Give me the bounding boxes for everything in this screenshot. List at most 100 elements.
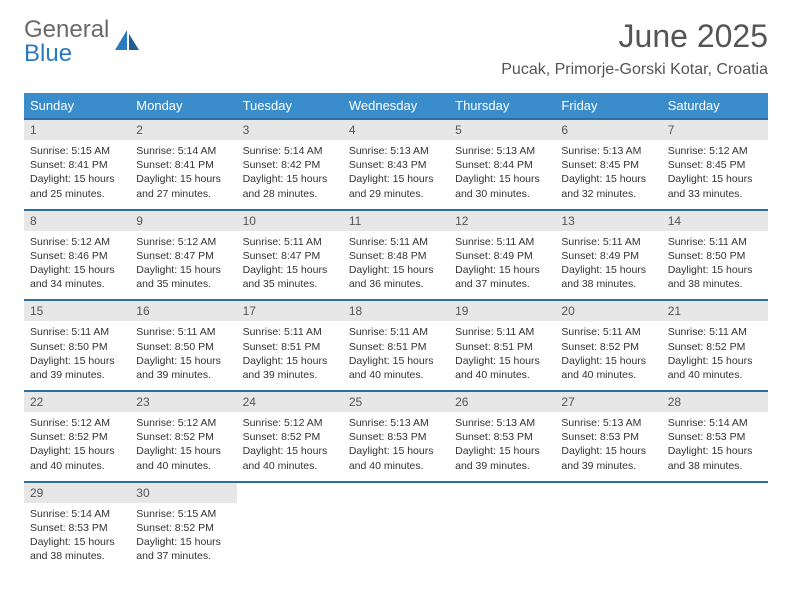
sunrise-line: Sunrise: 5:11 AM xyxy=(349,325,443,339)
col-monday: Monday xyxy=(130,93,236,119)
calendar-day-cell xyxy=(343,482,449,572)
calendar-week-row: 15Sunrise: 5:11 AMSunset: 8:50 PMDayligh… xyxy=(24,300,768,391)
daylight-line: Daylight: 15 hours and 30 minutes. xyxy=(455,172,549,200)
day-body: Sunrise: 5:12 AMSunset: 8:52 PMDaylight:… xyxy=(24,412,130,481)
sunset-line: Sunset: 8:45 PM xyxy=(561,158,655,172)
calendar-day-cell: 26 Sunrise: 5:13 AMSunset: 8:53 PMDayligh… xyxy=(449,391,555,482)
sunset-line: Sunset: 8:52 PM xyxy=(561,340,655,354)
col-wednesday: Wednesday xyxy=(343,93,449,119)
day-number: 1 xyxy=(24,120,130,140)
calendar: Sunday Monday Tuesday Wednesday Thursday… xyxy=(0,93,792,571)
day-body: Sunrise: 5:14 AMSunset: 8:53 PMDaylight:… xyxy=(662,412,768,481)
sunrise-line: Sunrise: 5:11 AM xyxy=(455,235,549,249)
calendar-day-cell xyxy=(449,482,555,572)
day-number: 11 xyxy=(343,211,449,231)
logo-text: General Blue xyxy=(24,18,109,66)
sunset-line: Sunset: 8:52 PM xyxy=(136,521,230,535)
day-number: 12 xyxy=(449,211,555,231)
calendar-week-row: 1Sunrise: 5:15 AMSunset: 8:41 PMDaylight… xyxy=(24,119,768,210)
day-body: Sunrise: 5:11 AMSunset: 8:50 PMDaylight:… xyxy=(24,321,130,390)
day-body: Sunrise: 5:11 AMSunset: 8:50 PMDaylight:… xyxy=(662,231,768,300)
day-body: Sunrise: 5:13 AMSunset: 8:44 PMDaylight:… xyxy=(449,140,555,209)
calendar-day-cell: 14Sunrise: 5:11 AMSunset: 8:50 PMDayligh… xyxy=(662,210,768,301)
day-number: 30 xyxy=(130,483,236,503)
calendar-day-cell: 23Sunrise: 5:12 AMSunset: 8:52 PMDayligh… xyxy=(130,391,236,482)
calendar-day-cell: 2Sunrise: 5:14 AMSunset: 8:41 PMDaylight… xyxy=(130,119,236,210)
day-number: 25 xyxy=(343,392,449,412)
daylight-line: Daylight: 15 hours and 34 minutes. xyxy=(30,263,124,291)
sunrise-line: Sunrise: 5:13 AM xyxy=(455,416,549,430)
sunset-line: Sunset: 8:53 PM xyxy=(30,521,124,535)
calendar-day-cell: 18Sunrise: 5:11 AMSunset: 8:51 PMDayligh… xyxy=(343,300,449,391)
daylight-line: Daylight: 15 hours and 33 minutes. xyxy=(668,172,762,200)
sunrise-line: Sunrise: 5:14 AM xyxy=(136,144,230,158)
sunrise-line: Sunrise: 5:13 AM xyxy=(349,144,443,158)
sunset-line: Sunset: 8:51 PM xyxy=(455,340,549,354)
day-number: 5 xyxy=(449,120,555,140)
sunrise-line: Sunrise: 5:13 AM xyxy=(561,144,655,158)
sunset-line: Sunset: 8:52 PM xyxy=(668,340,762,354)
calendar-day-cell: 17Sunrise: 5:11 AMSunset: 8:51 PMDayligh… xyxy=(237,300,343,391)
calendar-day-cell: 3Sunrise: 5:14 AMSunset: 8:42 PMDaylight… xyxy=(237,119,343,210)
day-body: Sunrise: 5:11 AMSunset: 8:49 PMDaylight:… xyxy=(449,231,555,300)
calendar-day-cell: 4Sunrise: 5:13 AMSunset: 8:43 PMDaylight… xyxy=(343,119,449,210)
daylight-line: Daylight: 15 hours and 36 minutes. xyxy=(349,263,443,291)
daylight-line: Daylight: 15 hours and 35 minutes. xyxy=(243,263,337,291)
daylight-line: Daylight: 15 hours and 40 minutes. xyxy=(349,354,443,382)
calendar-day-cell: 1Sunrise: 5:15 AMSunset: 8:41 PMDaylight… xyxy=(24,119,130,210)
daylight-line: Daylight: 15 hours and 39 minutes. xyxy=(455,444,549,472)
day-number: 27 xyxy=(555,392,661,412)
header: General Blue June 2025 Pucak, Primorje-G… xyxy=(0,0,792,85)
daylight-line: Daylight: 15 hours and 27 minutes. xyxy=(136,172,230,200)
day-number: 15 xyxy=(24,301,130,321)
day-number: 19 xyxy=(449,301,555,321)
sunset-line: Sunset: 8:52 PM xyxy=(30,430,124,444)
day-number: 26 xyxy=(449,392,555,412)
day-body: Sunrise: 5:11 AMSunset: 8:47 PMDaylight:… xyxy=(237,231,343,300)
day-number: 21 xyxy=(662,301,768,321)
day-number: 14 xyxy=(662,211,768,231)
calendar-day-cell: 30Sunrise: 5:15 AMSunset: 8:52 PMDayligh… xyxy=(130,482,236,572)
daylight-line: Daylight: 15 hours and 37 minutes. xyxy=(136,535,230,563)
day-number: 2 xyxy=(130,120,236,140)
calendar-table: Sunday Monday Tuesday Wednesday Thursday… xyxy=(24,93,768,571)
day-number: 10 xyxy=(237,211,343,231)
sunrise-line: Sunrise: 5:11 AM xyxy=(243,325,337,339)
sunset-line: Sunset: 8:52 PM xyxy=(136,430,230,444)
logo: General Blue xyxy=(24,18,141,66)
day-number: 18 xyxy=(343,301,449,321)
col-sunday: Sunday xyxy=(24,93,130,119)
sunset-line: Sunset: 8:49 PM xyxy=(455,249,549,263)
day-body: Sunrise: 5:12 AMSunset: 8:45 PMDaylight:… xyxy=(662,140,768,209)
calendar-day-cell: 9Sunrise: 5:12 AMSunset: 8:47 PMDaylight… xyxy=(130,210,236,301)
day-body: Sunrise: 5:11 AMSunset: 8:48 PMDaylight:… xyxy=(343,231,449,300)
calendar-day-cell: 10Sunrise: 5:11 AMSunset: 8:47 PMDayligh… xyxy=(237,210,343,301)
calendar-day-cell: 6Sunrise: 5:13 AMSunset: 8:45 PMDaylight… xyxy=(555,119,661,210)
sunset-line: Sunset: 8:47 PM xyxy=(136,249,230,263)
sunset-line: Sunset: 8:49 PM xyxy=(561,249,655,263)
daylight-line: Daylight: 15 hours and 39 minutes. xyxy=(136,354,230,382)
day-body: Sunrise: 5:12 AMSunset: 8:52 PMDaylight:… xyxy=(130,412,236,481)
day-number: 4 xyxy=(343,120,449,140)
sunrise-line: Sunrise: 5:11 AM xyxy=(243,235,337,249)
day-body: Sunrise: 5:11 AMSunset: 8:50 PMDaylight:… xyxy=(130,321,236,390)
calendar-day-cell: 16Sunrise: 5:11 AMSunset: 8:50 PMDayligh… xyxy=(130,300,236,391)
sunrise-line: Sunrise: 5:14 AM xyxy=(30,507,124,521)
daylight-line: Daylight: 15 hours and 32 minutes. xyxy=(561,172,655,200)
daylight-line: Daylight: 15 hours and 39 minutes. xyxy=(561,444,655,472)
sunrise-line: Sunrise: 5:12 AM xyxy=(668,144,762,158)
day-body: Sunrise: 5:12 AMSunset: 8:46 PMDaylight:… xyxy=(24,231,130,300)
day-number: 29 xyxy=(24,483,130,503)
sunset-line: Sunset: 8:53 PM xyxy=(455,430,549,444)
day-number: 16 xyxy=(130,301,236,321)
sunset-line: Sunset: 8:46 PM xyxy=(30,249,124,263)
sunrise-line: Sunrise: 5:14 AM xyxy=(243,144,337,158)
calendar-day-cell xyxy=(237,482,343,572)
day-number: 17 xyxy=(237,301,343,321)
sunset-line: Sunset: 8:53 PM xyxy=(668,430,762,444)
calendar-day-cell: 13Sunrise: 5:11 AMSunset: 8:49 PMDayligh… xyxy=(555,210,661,301)
calendar-day-cell: 24Sunrise: 5:12 AMSunset: 8:52 PMDayligh… xyxy=(237,391,343,482)
sunset-line: Sunset: 8:51 PM xyxy=(243,340,337,354)
day-body: Sunrise: 5:11 AMSunset: 8:51 PMDaylight:… xyxy=(343,321,449,390)
day-body: Sunrise: 5:14 AMSunset: 8:41 PMDaylight:… xyxy=(130,140,236,209)
